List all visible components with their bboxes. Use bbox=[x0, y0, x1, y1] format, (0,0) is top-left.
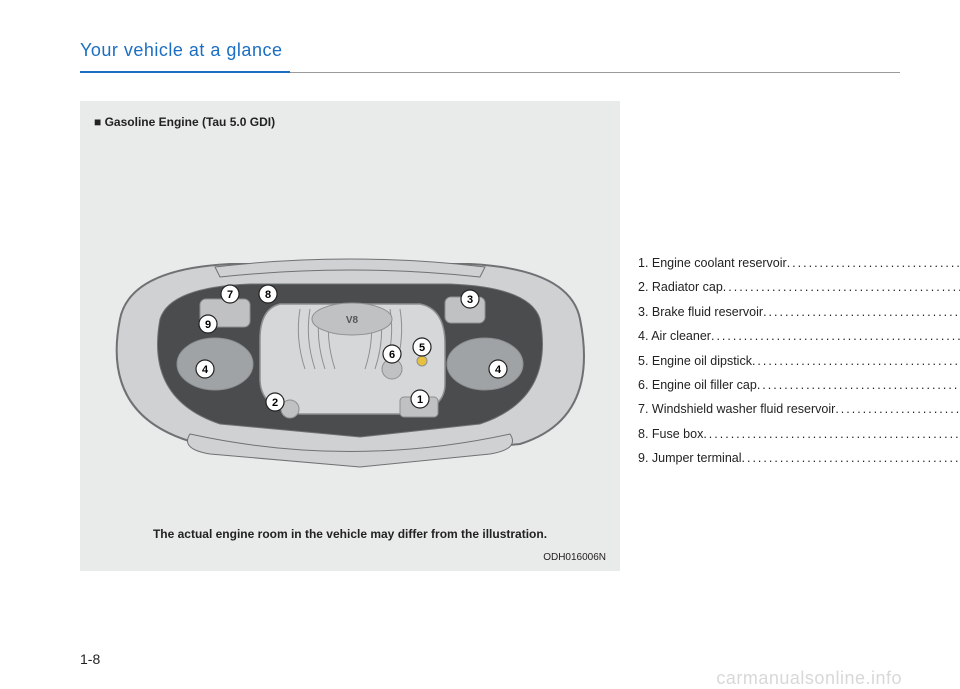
section-title: Your vehicle at a glance bbox=[80, 40, 282, 63]
svg-text:4: 4 bbox=[495, 364, 502, 376]
callout-1: 1 bbox=[411, 390, 429, 408]
parts-list-item: 4. Air cleaner .........................… bbox=[638, 324, 960, 348]
svg-text:6: 6 bbox=[389, 349, 395, 361]
parts-list-item: 2. Radiator cap ........................… bbox=[638, 275, 960, 299]
svg-text:5: 5 bbox=[419, 342, 425, 354]
parts-list-label: 7. Windshield washer fluid reservoir bbox=[638, 397, 835, 421]
parts-list-item: 3. Brake fluid reservoir ...............… bbox=[638, 300, 960, 324]
parts-list-leader: ........................................… bbox=[711, 324, 960, 348]
header-rule-gray bbox=[290, 72, 900, 73]
parts-list-item: 9. Jumper terminal .....................… bbox=[638, 446, 960, 470]
content-row: ■ Gasoline Engine (Tau 5.0 GDI) V8 1 2 3 4 4 5… bbox=[80, 101, 900, 571]
callout-4: 4 bbox=[196, 360, 214, 378]
figure-code: ODH016006N bbox=[543, 552, 606, 563]
parts-list-leader: ........................................… bbox=[752, 349, 960, 373]
parts-list-label: 3. Brake fluid reservoir bbox=[638, 300, 763, 324]
callout-8: 8 bbox=[259, 285, 277, 303]
parts-list-item: 6. Engine oil filler cap ...............… bbox=[638, 373, 960, 397]
engine-figure-box: ■ Gasoline Engine (Tau 5.0 GDI) V8 1 2 3 4 4 5… bbox=[80, 101, 620, 571]
parts-list-label: 9. Jumper terminal bbox=[638, 446, 742, 470]
parts-list-item: 8. Fuse box ............................… bbox=[638, 422, 960, 446]
svg-text:4: 4 bbox=[202, 364, 209, 376]
parts-list-label: 5. Engine oil dipstick bbox=[638, 349, 752, 373]
parts-list-item: 5. Engine oil dipstick .................… bbox=[638, 349, 960, 373]
svg-text:V8: V8 bbox=[346, 315, 359, 326]
header-rule bbox=[80, 71, 900, 73]
figure-caption: The actual engine room in the vehicle ma… bbox=[80, 527, 620, 541]
callout-9: 9 bbox=[199, 315, 217, 333]
callout-5: 5 bbox=[413, 338, 431, 356]
callout-6: 6 bbox=[383, 345, 401, 363]
parts-list: 1. Engine coolant reservoir ............… bbox=[638, 101, 960, 571]
page-number: 1-8 bbox=[80, 651, 100, 667]
parts-list-label: 6. Engine oil filler cap bbox=[638, 373, 757, 397]
manual-page: Your vehicle at a glance ■ Gasoline Engi… bbox=[0, 0, 960, 689]
callout-3: 3 bbox=[461, 290, 479, 308]
engine-illustration: V8 1 2 3 4 4 5 6 7 8 9 bbox=[100, 169, 600, 469]
figure-title-text: Gasoline Engine (Tau 5.0 GDI) bbox=[105, 115, 275, 129]
header-rule-blue bbox=[80, 71, 290, 73]
callout-2: 2 bbox=[266, 393, 284, 411]
parts-list-leader: ........................................… bbox=[763, 300, 960, 324]
svg-text:8: 8 bbox=[265, 289, 271, 301]
parts-list-label: 1. Engine coolant reservoir bbox=[638, 251, 787, 275]
svg-text:3: 3 bbox=[467, 294, 473, 306]
svg-text:7: 7 bbox=[227, 289, 233, 301]
parts-list-label: 8. Fuse box bbox=[638, 422, 703, 446]
parts-list-label: 2. Radiator cap bbox=[638, 275, 723, 299]
figure-title: ■ Gasoline Engine (Tau 5.0 GDI) bbox=[94, 115, 606, 129]
parts-list-leader: ........................................… bbox=[835, 397, 960, 421]
parts-list-leader: ........................................… bbox=[703, 422, 960, 446]
parts-list-leader: ........................................… bbox=[787, 251, 960, 275]
parts-list-leader: ........................................… bbox=[723, 275, 960, 299]
parts-list-item: 7. Windshield washer fluid reservoir ...… bbox=[638, 397, 960, 421]
svg-text:1: 1 bbox=[417, 394, 423, 406]
figure-title-prefix: ■ bbox=[94, 115, 101, 129]
callout-7: 7 bbox=[221, 285, 239, 303]
parts-list-leader: ........................................… bbox=[757, 373, 960, 397]
svg-text:2: 2 bbox=[272, 397, 278, 409]
callout-4: 4 bbox=[489, 360, 507, 378]
parts-list-label: 4. Air cleaner bbox=[638, 324, 711, 348]
svg-text:9: 9 bbox=[205, 319, 211, 331]
watermark: carmanualsonline.info bbox=[716, 668, 902, 689]
section-header: Your vehicle at a glance bbox=[80, 40, 900, 63]
parts-list-leader: ........................................… bbox=[742, 446, 960, 470]
parts-list-item: 1. Engine coolant reservoir ............… bbox=[638, 251, 960, 275]
